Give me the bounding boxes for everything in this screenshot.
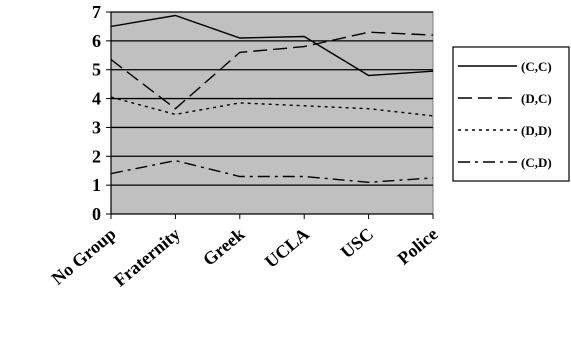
y-tick-label: 4 <box>92 89 101 109</box>
x-tick-label: Greek <box>199 224 248 270</box>
series-line-1 <box>110 14 434 77</box>
plot-area <box>110 11 434 215</box>
y-tick-label: 5 <box>92 60 101 80</box>
y-tick-label: 2 <box>92 146 101 166</box>
y-tick-label: 6 <box>92 31 101 51</box>
y-tick-label: 1 <box>92 175 101 195</box>
series-group <box>110 14 434 184</box>
x-tick-label: Police <box>393 224 441 269</box>
series-line-4 <box>110 159 434 184</box>
legend-label: (C,D) <box>521 155 552 170</box>
y-tick-label: 7 <box>92 2 101 22</box>
plot-background <box>110 11 434 215</box>
x-tick-label: Fraternity <box>110 224 184 291</box>
legend-label: (D,D) <box>521 123 552 138</box>
legend-box <box>452 46 570 182</box>
x-tick-label: UCLA <box>261 224 313 272</box>
y-tick-label: 0 <box>92 204 101 224</box>
legend: (C,C) (D,C) (D,D) (C,D) <box>452 46 570 182</box>
legend-label: (C,C) <box>521 59 552 74</box>
series-line-2 <box>110 31 434 110</box>
legend-label: (D,C) <box>521 91 552 106</box>
x-tick-label: USC <box>337 224 377 262</box>
y-tick-label: 3 <box>92 117 101 137</box>
x-tick-label: No Group <box>48 224 120 289</box>
